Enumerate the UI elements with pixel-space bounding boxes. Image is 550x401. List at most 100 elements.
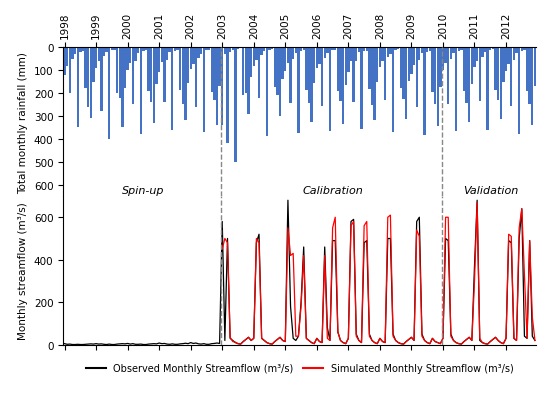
Bar — [531, 48, 534, 125]
Bar — [302, 48, 305, 51]
Bar — [268, 48, 271, 51]
Bar — [106, 48, 108, 53]
Bar — [84, 48, 87, 89]
Bar — [384, 48, 386, 101]
Bar — [87, 48, 90, 107]
Bar — [295, 48, 297, 54]
Bar — [339, 48, 342, 102]
Bar — [129, 48, 131, 64]
Bar — [197, 48, 200, 59]
Bar — [410, 48, 412, 74]
Bar — [471, 48, 473, 85]
Bar — [177, 48, 179, 51]
Bar — [468, 48, 470, 123]
Bar — [526, 48, 528, 92]
Bar — [460, 48, 463, 51]
Bar — [292, 48, 294, 60]
Bar — [140, 48, 142, 135]
Bar — [323, 48, 326, 59]
Bar — [350, 48, 352, 62]
Bar — [147, 48, 150, 91]
Legend: Observed Monthly Streamflow (m³/s), Simulated Monthly Streamflow (m³/s): Observed Monthly Streamflow (m³/s), Simu… — [82, 359, 517, 377]
Bar — [192, 48, 195, 65]
Bar — [368, 48, 371, 90]
Bar — [332, 48, 334, 51]
Bar — [252, 48, 255, 67]
Bar — [381, 48, 384, 61]
Bar — [366, 48, 368, 52]
Bar — [442, 48, 444, 71]
Bar — [108, 48, 111, 140]
Bar — [142, 48, 145, 52]
Bar — [463, 48, 465, 91]
Bar — [403, 48, 405, 100]
Bar — [145, 48, 147, 51]
Bar — [310, 48, 313, 122]
Bar — [387, 48, 389, 58]
Bar — [166, 48, 168, 61]
Bar — [334, 48, 337, 51]
Bar — [213, 48, 216, 101]
Bar — [113, 48, 116, 51]
Text: Spin-up: Spin-up — [122, 185, 164, 195]
Bar — [111, 48, 113, 51]
Bar — [72, 48, 74, 59]
Bar — [250, 48, 252, 78]
Bar — [216, 48, 218, 126]
Bar — [161, 48, 163, 63]
Bar — [450, 48, 452, 59]
Bar — [474, 48, 476, 68]
Bar — [497, 48, 499, 101]
Bar — [418, 48, 421, 61]
Bar — [439, 48, 442, 87]
Bar — [242, 48, 244, 96]
Bar — [237, 48, 239, 50]
Bar — [534, 48, 536, 87]
Bar — [347, 48, 350, 73]
Bar — [261, 48, 263, 56]
Bar — [232, 48, 234, 51]
Y-axis label: Monthly streamflow (m³/s): Monthly streamflow (m³/s) — [18, 202, 29, 339]
Bar — [153, 48, 155, 124]
Bar — [90, 48, 92, 119]
Bar — [279, 48, 281, 117]
Bar — [376, 48, 378, 83]
Bar — [513, 48, 515, 61]
Bar — [76, 48, 79, 128]
Bar — [271, 48, 273, 50]
Bar — [415, 48, 418, 108]
Bar — [308, 48, 310, 104]
Bar — [66, 48, 68, 67]
Bar — [484, 48, 486, 53]
Bar — [478, 48, 481, 102]
Bar — [179, 48, 182, 90]
Bar — [221, 48, 223, 126]
Bar — [103, 48, 105, 57]
Y-axis label: Total monthly rainfall (mm): Total monthly rainfall (mm) — [18, 52, 29, 193]
Bar — [505, 48, 507, 72]
Bar — [137, 48, 139, 54]
Bar — [389, 48, 392, 55]
Bar — [360, 48, 362, 130]
Bar — [481, 48, 483, 58]
Bar — [218, 48, 221, 87]
Bar — [424, 48, 426, 135]
Bar — [355, 48, 358, 61]
Bar — [119, 48, 121, 98]
Bar — [426, 48, 428, 53]
Bar — [489, 48, 492, 51]
Text: Validation: Validation — [463, 185, 518, 195]
Bar — [342, 48, 344, 125]
Bar — [182, 48, 184, 105]
Bar — [276, 48, 279, 96]
Bar — [245, 48, 247, 94]
Bar — [224, 48, 226, 55]
Bar — [337, 48, 339, 92]
Bar — [63, 48, 66, 75]
Bar — [226, 48, 229, 144]
Bar — [465, 48, 468, 103]
Bar — [121, 48, 124, 128]
Bar — [515, 48, 518, 54]
Bar — [202, 48, 205, 133]
Bar — [79, 48, 81, 53]
